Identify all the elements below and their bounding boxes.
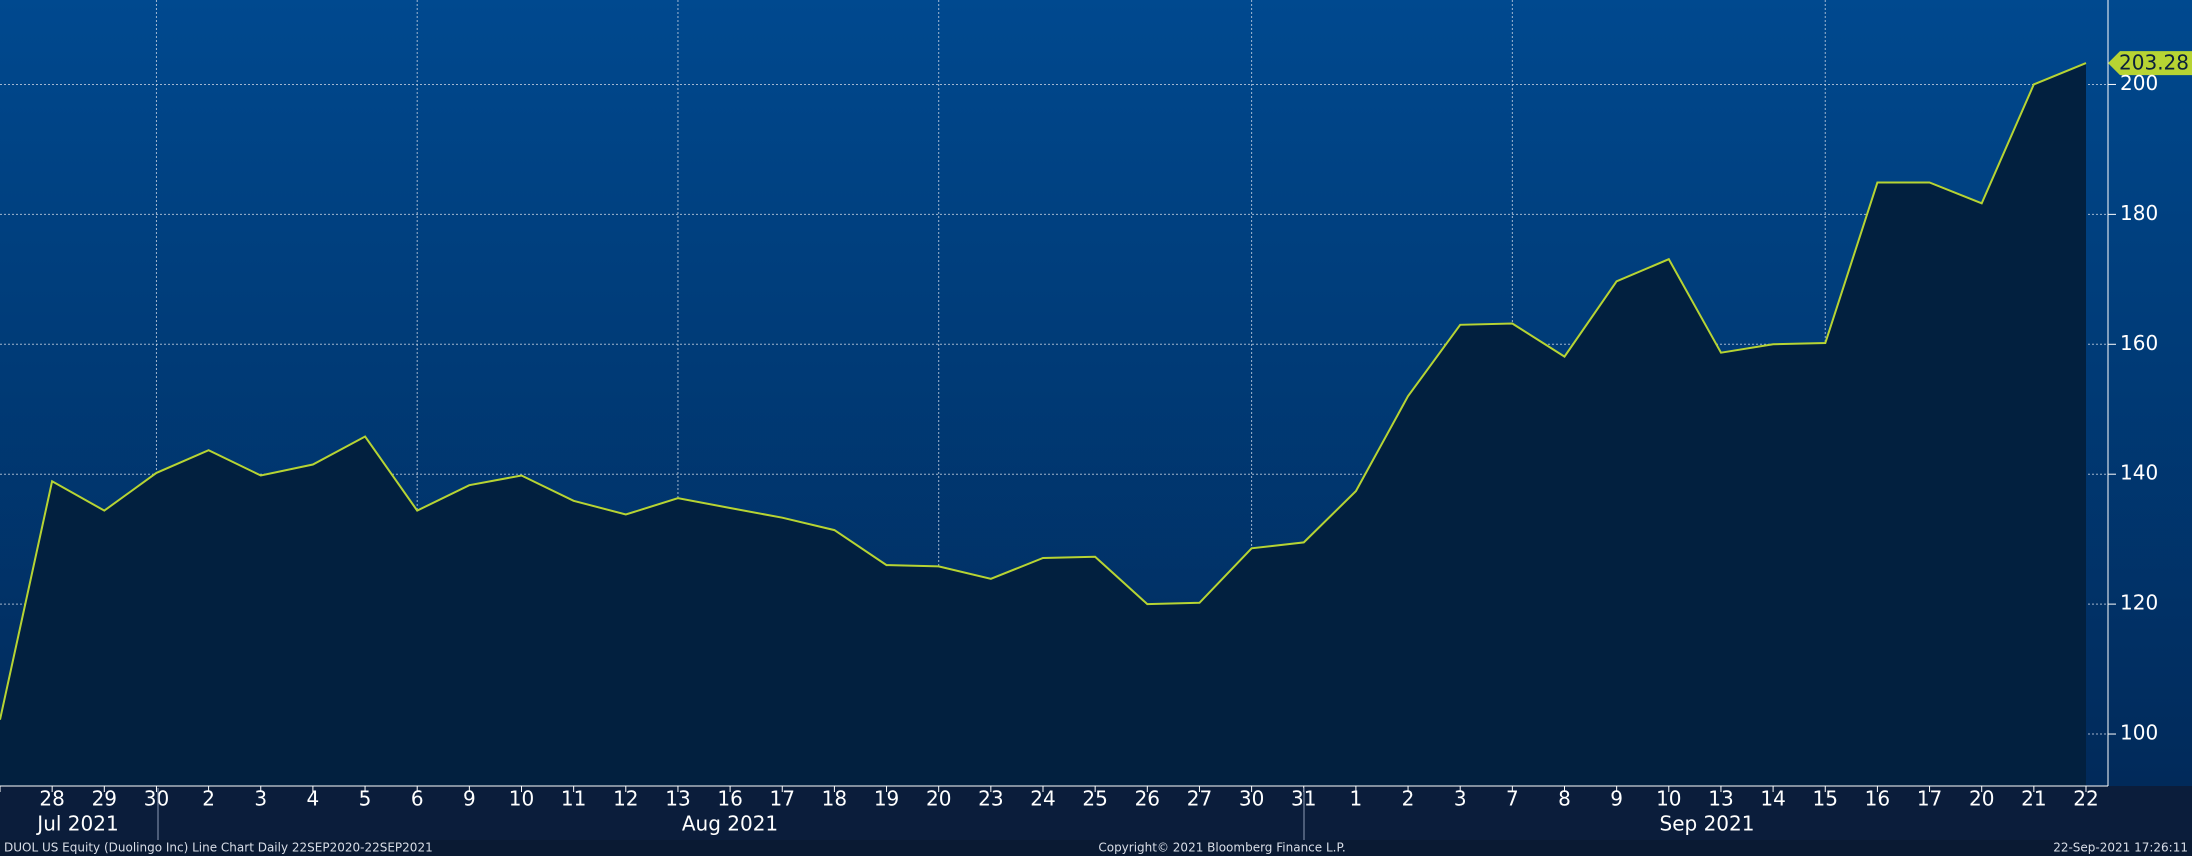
x-tick-label: 2	[1402, 787, 1415, 811]
x-tick-label: 17	[1917, 787, 1942, 811]
y-tick-label: 180	[2120, 201, 2158, 225]
y-tick-label: 200	[2120, 71, 2158, 95]
x-axis-band	[0, 786, 2192, 840]
x-tick-label: 12	[613, 787, 638, 811]
x-tick-label: 22	[2073, 787, 2098, 811]
x-tick-label: 3	[1454, 787, 1467, 811]
x-tick-label: 8	[1558, 787, 1571, 811]
footer-band	[0, 840, 2192, 856]
x-tick-label: 2	[202, 787, 215, 811]
x-tick-label: 27	[1187, 787, 1212, 811]
footer-timestamp: 22-Sep-2021 17:26:11	[2053, 841, 2188, 855]
period-label: Jul 2021	[35, 812, 118, 836]
x-tick-label: 25	[1082, 787, 1107, 811]
x-tick-label: 3	[254, 787, 267, 811]
x-tick-label: 14	[1760, 787, 1785, 811]
x-tick-label: 20	[1969, 787, 1994, 811]
x-tick-label: 24	[1030, 787, 1055, 811]
last-value-label: 203.28	[2119, 51, 2189, 75]
x-tick-label: 9	[463, 787, 476, 811]
x-tick-label: 18	[822, 787, 847, 811]
x-tick-label: 13	[665, 787, 690, 811]
period-label: Sep 2021	[1660, 812, 1755, 836]
line	[0, 62, 2087, 720]
x-tick-label: 13	[1708, 787, 1733, 811]
x-tick-label: 16	[717, 787, 742, 811]
area	[0, 63, 2086, 787]
x-tick-label: 29	[92, 787, 117, 811]
x-tick-label: 30	[144, 787, 169, 811]
y-tick-label: 120	[2120, 591, 2158, 615]
y-tick-label: 160	[2120, 331, 2158, 355]
x-tick-label: 19	[874, 787, 899, 811]
x-tick-label: 28	[39, 787, 64, 811]
x-tick-label: 1	[1350, 787, 1363, 811]
x-tick-label: 5	[359, 787, 372, 811]
x-tick-label: 16	[1865, 787, 1890, 811]
x-tick-label: 9	[1610, 787, 1623, 811]
x-tick-label: 6	[411, 787, 424, 811]
x-tick-label: 11	[561, 787, 586, 811]
x-tick-label: 30	[1239, 787, 1264, 811]
footer-copyright: Copyright© 2021 Bloomberg Finance L.P.	[1098, 841, 1345, 855]
footer-description: DUOL US Equity (Duolingo Inc) Line Chart…	[4, 841, 433, 855]
period-label: Aug 2021	[682, 812, 778, 836]
x-tick-label: 20	[926, 787, 951, 811]
x-tick-label: 4	[307, 787, 320, 811]
x-tick-label: 21	[2021, 787, 2046, 811]
x-tick-label: 10	[509, 787, 534, 811]
x-tick-label: 26	[1135, 787, 1160, 811]
x-tick-label: 7	[1506, 787, 1519, 811]
last-value-badge	[2108, 51, 2192, 76]
x-tick-label: 10	[1656, 787, 1681, 811]
x-tick-label: 23	[978, 787, 1003, 811]
x-tick-label: 17	[770, 787, 795, 811]
y-tick-label: 100	[2120, 721, 2158, 745]
x-tick-label: 15	[1813, 787, 1838, 811]
y-tick-label: 140	[2120, 461, 2158, 485]
